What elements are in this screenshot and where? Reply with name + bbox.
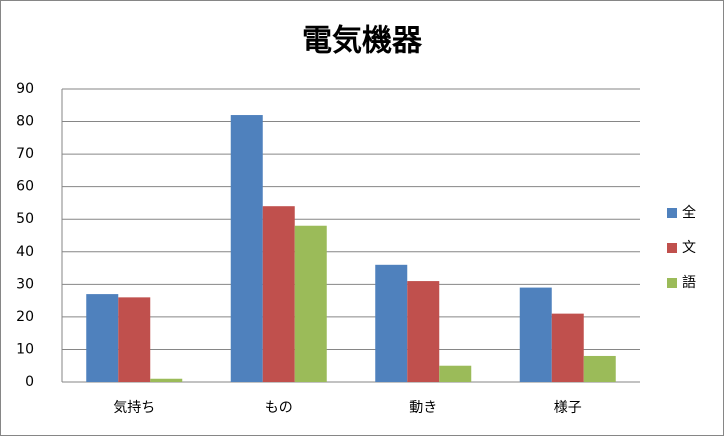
y-tick-label: 40 xyxy=(16,244,34,260)
y-tick-label: 80 xyxy=(16,114,34,130)
legend-label: 全 xyxy=(682,204,696,221)
x-tick-label: もの xyxy=(265,400,293,416)
bar xyxy=(519,287,552,382)
bar xyxy=(150,378,183,382)
y-tick-label: 70 xyxy=(16,146,34,162)
y-tick-label: 10 xyxy=(16,341,34,357)
y-tick-label: 60 xyxy=(16,179,34,195)
bar xyxy=(230,115,263,383)
y-tick-label: 30 xyxy=(16,276,34,292)
legend-swatch xyxy=(667,243,677,253)
legend-swatch xyxy=(667,278,677,288)
bar xyxy=(118,297,151,382)
legend-label: 語 xyxy=(682,275,696,291)
y-tick-label: 0 xyxy=(25,374,34,390)
bar xyxy=(262,206,295,382)
y-tick-label: 90 xyxy=(16,81,34,97)
bar xyxy=(375,264,408,382)
x-tick-label: 気持ち xyxy=(113,400,155,416)
bar xyxy=(407,281,440,382)
bar xyxy=(551,313,584,382)
y-tick-label: 20 xyxy=(16,309,34,325)
y-tick-label: 50 xyxy=(16,211,34,227)
x-tick-label: 様子 xyxy=(554,400,582,416)
x-tick-label: 動き xyxy=(409,400,437,416)
chart-title: 電気機器 xyxy=(302,24,423,59)
bar xyxy=(583,355,616,382)
legend-swatch xyxy=(667,208,677,218)
bar xyxy=(294,225,327,382)
legend-label: 文 xyxy=(682,240,696,256)
bar xyxy=(86,294,119,382)
bar xyxy=(439,365,472,382)
